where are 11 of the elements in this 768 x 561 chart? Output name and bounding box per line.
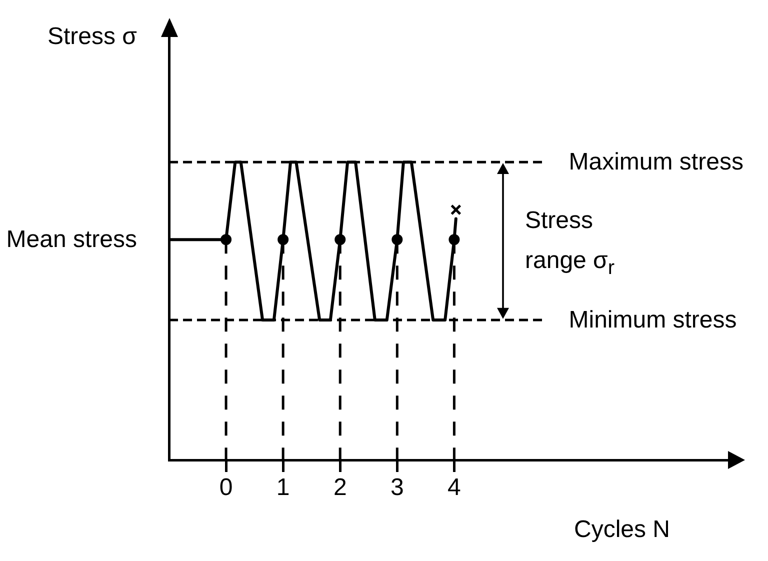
x-tick-label: 2 <box>333 474 347 502</box>
annotation: Mean stress <box>5 224 137 255</box>
x-tick-label: 0 <box>219 474 233 502</box>
y-axis-title: Stress σ <box>46 22 137 52</box>
x-tick-label: 4 <box>448 474 461 502</box>
series-label: Minimum stress <box>568 306 737 334</box>
annotation: Stress range σ$_{r}$ <box>525 206 616 281</box>
x-tick-label: 3 <box>390 474 404 502</box>
x-tick-label: 1 <box>276 474 290 502</box>
x-axis-title: Cycles N <box>574 515 670 545</box>
series-label: Maximum stress <box>568 148 744 176</box>
